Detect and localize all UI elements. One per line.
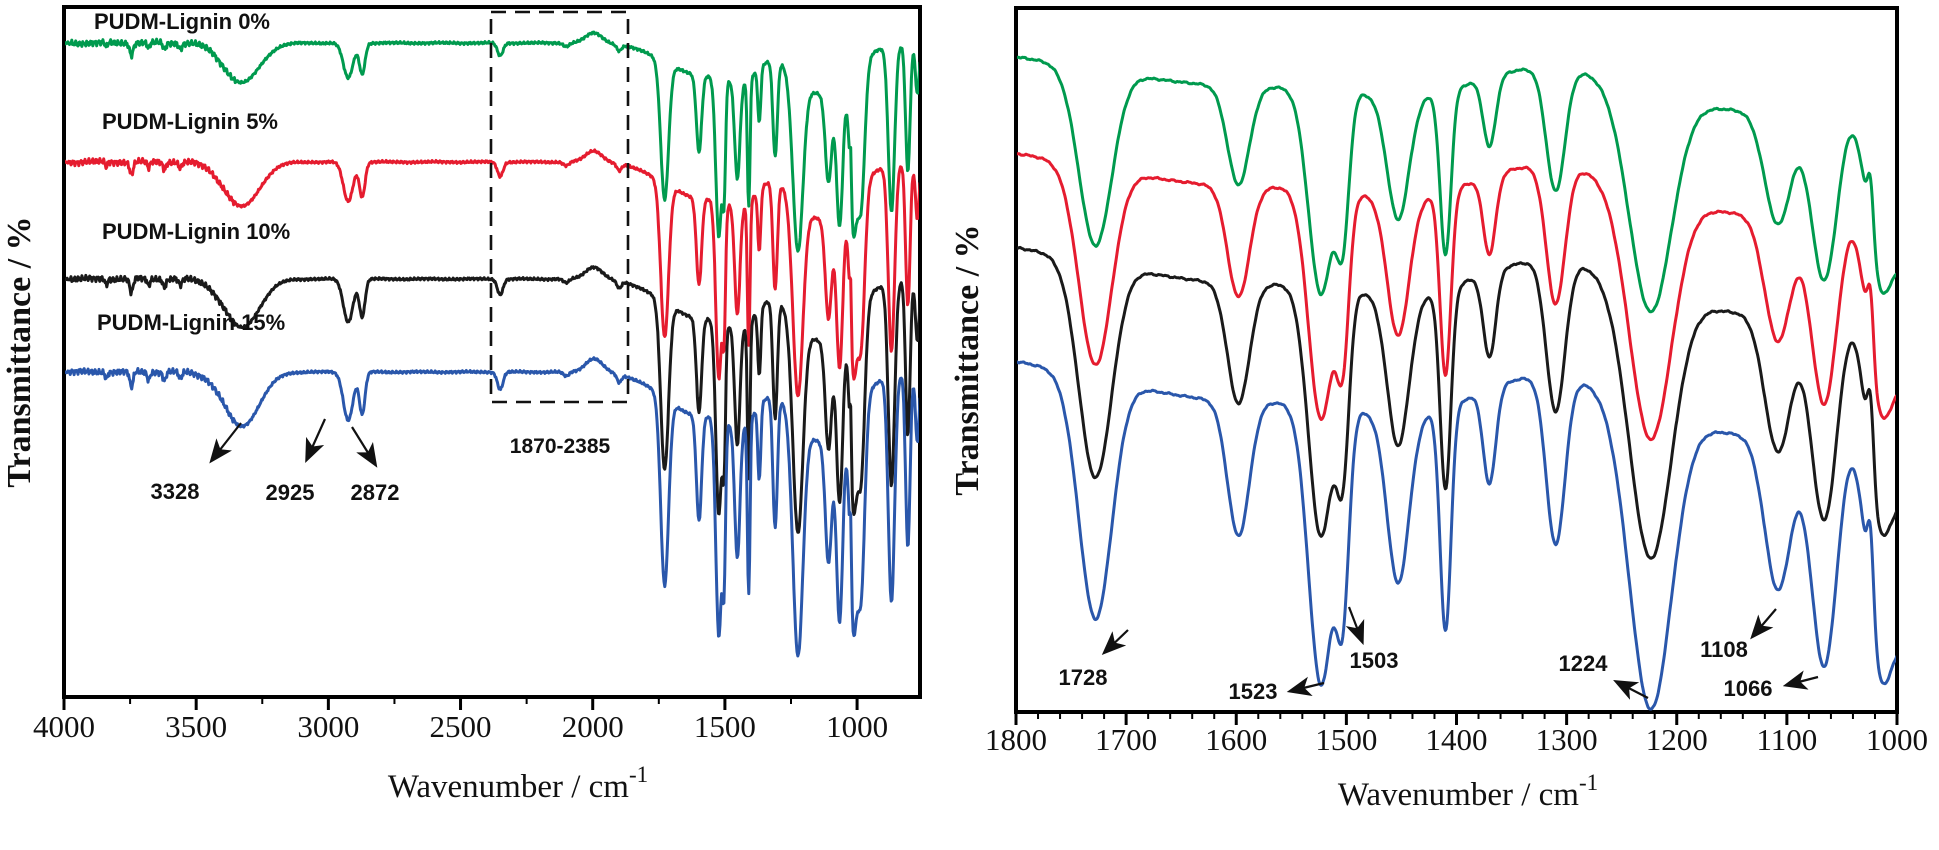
x-tick-label: 1000 <box>1866 722 1928 757</box>
x-axis-title: Wavenumber / cm-1 <box>388 762 648 805</box>
highlight-region-label: 1870-2385 <box>510 435 611 458</box>
x-tick-label: 1500 <box>694 709 756 744</box>
spectrum-pudm-lignin-15- <box>65 356 919 658</box>
annotation-arrow <box>305 418 327 464</box>
peak-annotation-label: 2925 <box>266 480 315 505</box>
spectrum-pudm-lignin-0- <box>65 30 919 253</box>
ftir-chart-fingerprint: 1800 1700 1600 1500 1400 1300 1200 1100 1000 Wave… <box>949 6 1928 813</box>
peak-annotation-label: 1066 <box>1724 676 1773 701</box>
x-tick-label: 3000 <box>297 709 359 744</box>
annotation-arrow <box>1345 606 1365 646</box>
series-label: PUDM-Lignin 5% <box>102 109 278 134</box>
x-tick-label: 1500 <box>1315 722 1377 757</box>
x-tick-label: 2000 <box>562 709 624 744</box>
spectrum-pudm-lignin-0- <box>1017 55 1896 314</box>
annotation-arrow <box>1613 679 1649 700</box>
ftir-chart-full-range: 4000 3500 3000 2500 2000 1500 1000 Wavenumber /… <box>1 5 922 805</box>
peak-annotation-label: 1728 <box>1059 665 1108 690</box>
annotation-arrow <box>1750 608 1777 640</box>
peak-annotation-label: 1108 <box>1700 637 1748 662</box>
peak-annotation-label: 1523 <box>1229 679 1278 704</box>
y-axis-title: Transmittance / % <box>949 224 986 495</box>
spectra-group <box>1017 55 1896 711</box>
annotation-arrow <box>1286 676 1325 696</box>
x-tick-label: 2500 <box>430 709 492 744</box>
x-tick-label: 1100 <box>1756 722 1817 757</box>
spectra-group <box>65 30 919 658</box>
x-tick-label: 1300 <box>1536 722 1598 757</box>
x-tick-label: 3500 <box>165 709 227 744</box>
highlight-region-box <box>489 10 630 404</box>
x-tick-label: 1400 <box>1426 722 1488 757</box>
annotation-arrow <box>1782 670 1819 690</box>
spectrum-pudm-lignin-10- <box>1017 245 1896 560</box>
x-tick-label: 4000 <box>33 709 95 744</box>
peak-annotation-label: 2872 <box>351 480 400 505</box>
spectrum-pudm-lignin-10- <box>65 265 919 534</box>
x-tick-label: 1000 <box>826 709 888 744</box>
spectrum-pudm-lignin-15- <box>1017 360 1896 711</box>
series-label: PUDM-Lignin 15% <box>97 310 285 335</box>
peak-annotation-label: 3328 <box>151 479 200 504</box>
spectrum-pudm-lignin-5- <box>1017 152 1896 442</box>
peak-annotation-label: 1224 <box>1559 651 1609 676</box>
y-axis-title: Transmittance / % <box>1 216 38 487</box>
annotation-arrow <box>351 426 378 468</box>
x-tick-label: 1600 <box>1205 722 1267 757</box>
x-tick-label: 1200 <box>1646 722 1708 757</box>
x-tick-label: 1800 <box>985 722 1047 757</box>
annotation-arrow <box>1101 629 1129 656</box>
x-axis-title: Wavenumber / cm-1 <box>1338 770 1598 813</box>
annotation-arrow <box>209 422 242 464</box>
series-label: PUDM-Lignin 10% <box>102 219 290 244</box>
plot-frame <box>62 5 922 699</box>
x-tick-label: 1700 <box>1095 722 1157 757</box>
series-label: PUDM-Lignin 0% <box>94 9 270 34</box>
peak-annotation-label: 1503 <box>1350 648 1399 673</box>
